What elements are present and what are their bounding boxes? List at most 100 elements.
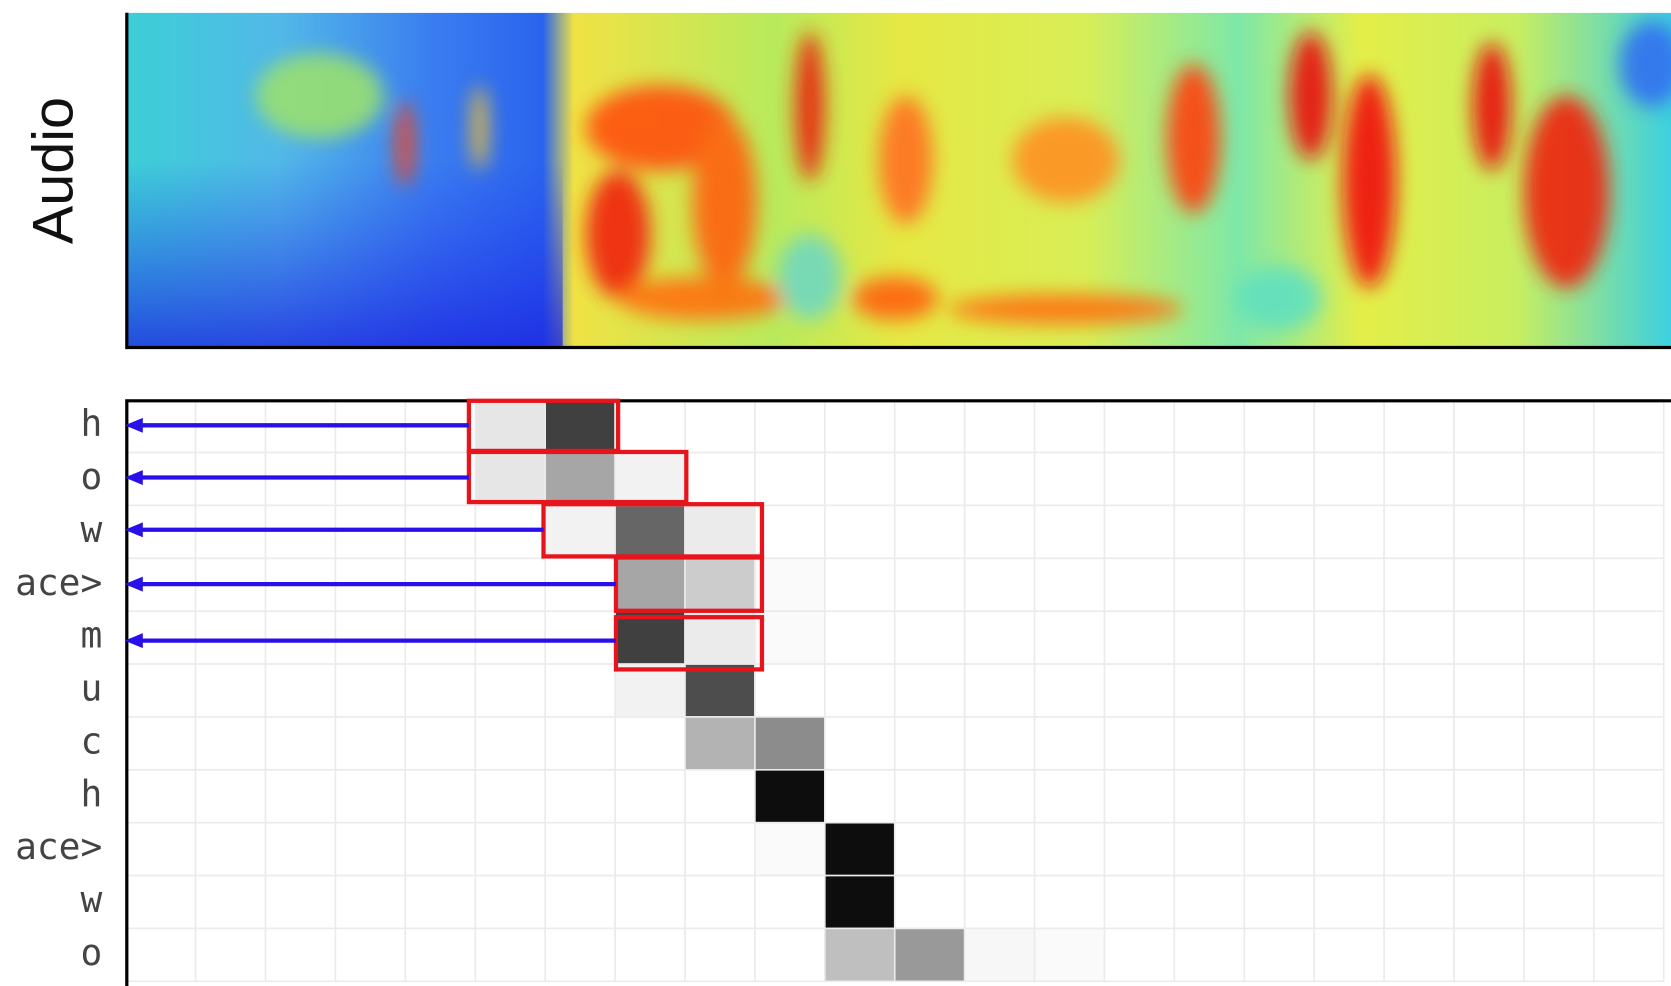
heat-cell <box>614 398 686 454</box>
heat-cell <box>1173 504 1246 560</box>
heat-cell <box>1523 927 1595 983</box>
heat-cell <box>1383 451 1455 507</box>
heat-cell <box>194 610 267 665</box>
heat-cell <box>893 557 966 613</box>
heat-cell <box>893 398 966 454</box>
heat-cell <box>1243 821 1316 877</box>
arrows <box>124 417 616 649</box>
heat-cell <box>474 821 547 877</box>
heat-cell <box>684 504 756 560</box>
row-label: ace> <box>15 825 102 868</box>
heat-cell <box>404 504 477 560</box>
heat-cell <box>1243 663 1316 718</box>
heat-cell <box>684 451 756 507</box>
heat-cell <box>1593 610 1665 665</box>
heat-cell <box>684 769 756 824</box>
heat-cell <box>1593 663 1665 718</box>
heat-cell <box>334 769 407 824</box>
heat-cell <box>1313 663 1385 718</box>
heat-cell <box>1033 821 1106 877</box>
heat-cell <box>684 398 756 454</box>
heat-cell <box>1453 557 1525 613</box>
heat-cell <box>1243 398 1316 454</box>
heat-cell <box>1453 663 1525 718</box>
heat-cell <box>1593 716 1665 771</box>
row-label: m <box>80 614 102 657</box>
heat-cell <box>754 398 826 454</box>
audio-label: Audio <box>21 97 85 244</box>
heat-cell <box>194 874 267 930</box>
row-label: o <box>80 455 102 498</box>
heat-cell <box>824 821 896 877</box>
heat-cell <box>124 874 197 930</box>
heat-cell <box>1033 769 1106 824</box>
heat-cell <box>194 716 267 771</box>
heat-cell <box>1173 610 1246 665</box>
heat-cell <box>404 927 477 983</box>
heat-cell <box>544 821 616 877</box>
heat-cell <box>614 874 686 930</box>
heat-cell <box>1593 504 1665 560</box>
row-label: o <box>80 931 102 974</box>
row-label: u <box>80 667 102 710</box>
heat-cell <box>1173 769 1246 824</box>
heat-cell <box>124 504 197 560</box>
heat-cell <box>124 769 197 824</box>
heat-cell <box>1383 716 1455 771</box>
heat-cell <box>1173 398 1246 454</box>
heat-cell <box>1243 557 1316 613</box>
heat-cell <box>1523 874 1595 930</box>
heat-cell <box>1033 716 1106 771</box>
heat-cell <box>684 874 756 930</box>
heat-cell <box>1033 663 1106 718</box>
heat-cell <box>544 451 616 507</box>
heat-cell <box>1173 716 1246 771</box>
heat-cell <box>614 663 686 718</box>
heat-cell <box>824 451 896 507</box>
heat-cell <box>893 504 966 560</box>
heat-cell <box>893 769 966 824</box>
heat-cell <box>754 716 826 771</box>
heat-cell <box>474 927 547 983</box>
heat-cell <box>824 769 896 824</box>
heat-cell <box>614 821 686 877</box>
heat-cell <box>334 610 407 665</box>
heat-cell <box>544 398 616 454</box>
heat-cell <box>1523 610 1595 665</box>
heat-cell <box>1593 451 1665 507</box>
heat-cell <box>334 874 407 930</box>
heat-cell <box>194 663 267 718</box>
heat-cell <box>963 504 1036 560</box>
heat-cell <box>963 769 1036 824</box>
heat-cell <box>754 769 826 824</box>
heat-cell <box>1383 874 1455 930</box>
heat-cell <box>404 821 477 877</box>
heat-cell <box>1453 504 1525 560</box>
heat-cell <box>124 927 197 983</box>
heat-cell <box>963 610 1036 665</box>
heat-cell <box>754 451 826 507</box>
row-label: h <box>80 772 102 815</box>
heat-cell <box>1313 874 1385 930</box>
heat-cell <box>893 610 966 665</box>
heat-cell <box>194 504 267 560</box>
heat-cell <box>963 821 1036 877</box>
heat-cell <box>754 927 826 983</box>
heat-cell <box>544 504 616 560</box>
heat-cell <box>1173 821 1246 877</box>
heat-cell <box>824 716 896 771</box>
heat-cell <box>1103 769 1176 824</box>
heat-cell <box>334 663 407 718</box>
heat-cell <box>1313 769 1385 824</box>
heat-cell <box>474 769 547 824</box>
heat-cell <box>1523 557 1595 613</box>
heat-cell <box>684 927 756 983</box>
heat-cell <box>614 769 686 824</box>
heat-cell <box>754 504 826 560</box>
heat-cell <box>1383 610 1455 665</box>
heat-cell <box>1313 610 1385 665</box>
heat-cell <box>893 716 966 771</box>
heat-cell <box>264 716 337 771</box>
heat-cell <box>1523 504 1595 560</box>
heat-cell <box>1593 927 1665 983</box>
